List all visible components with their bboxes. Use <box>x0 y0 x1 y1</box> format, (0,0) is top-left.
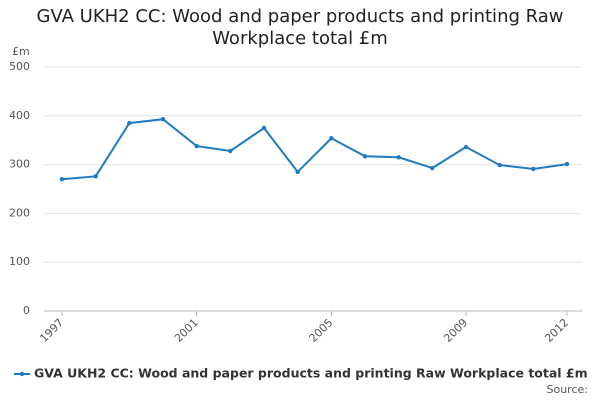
data-point <box>564 161 570 167</box>
data-point <box>261 125 267 131</box>
data-point <box>362 154 368 159</box>
x-tick-label: 2009 <box>441 316 470 345</box>
data-point <box>463 144 469 150</box>
data-point <box>430 165 435 171</box>
data-point <box>497 162 502 168</box>
x-tick-label: 2005 <box>307 316 336 345</box>
data-point <box>93 174 98 179</box>
x-tick-label: 2001 <box>172 316 201 345</box>
data-point <box>127 120 132 126</box>
y-tick-label: 0 <box>23 304 30 317</box>
data-line <box>61 118 568 181</box>
y-tick-label: 400 <box>9 109 30 122</box>
source: Source: <box>547 383 589 396</box>
data-point <box>531 166 536 172</box>
data-point <box>194 143 199 149</box>
data-point <box>295 169 300 175</box>
data-point <box>329 136 334 141</box>
y-tick-label: 300 <box>9 158 30 171</box>
chart-title: GVA UKH2 CC: Wood and paper products and… <box>36 6 564 49</box>
y-tick-label: 200 <box>9 206 30 219</box>
data-point <box>396 155 401 160</box>
y-tick-label: 100 <box>9 255 30 268</box>
legend-swatch-dot <box>19 371 25 377</box>
data-point <box>160 117 166 122</box>
x-tick-label: 2012 <box>542 316 571 345</box>
data-point <box>228 148 233 154</box>
x-tick-label: 1997 <box>37 316 66 345</box>
y-tick-label: 500 <box>9 60 30 73</box>
y-axis-label: £m <box>12 45 30 58</box>
legend-label: GVA UKH2 CC: Wood and paper products and… <box>34 366 588 381</box>
data-point <box>59 177 65 182</box>
